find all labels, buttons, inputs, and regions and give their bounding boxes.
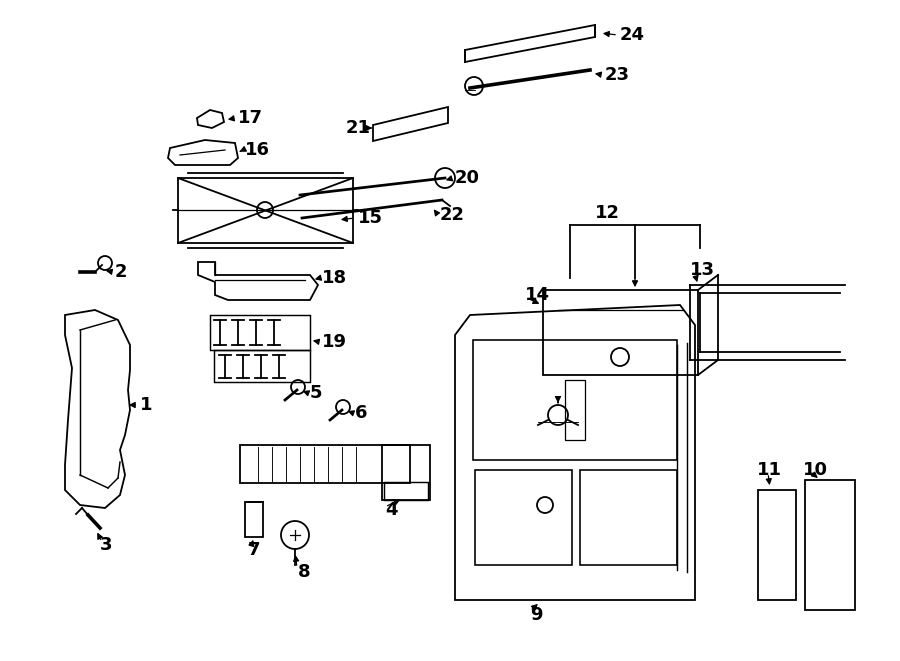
Text: 20: 20: [455, 169, 480, 187]
Text: 5: 5: [310, 384, 322, 402]
Bar: [758, 490, 796, 600]
Text: 24: 24: [620, 26, 645, 44]
Text: 2: 2: [115, 263, 128, 281]
Text: 16: 16: [245, 141, 270, 159]
Bar: [805, 480, 855, 610]
Text: 4: 4: [385, 501, 398, 519]
Text: 18: 18: [322, 269, 347, 287]
Text: 7: 7: [248, 541, 260, 559]
Text: 15: 15: [358, 209, 383, 227]
Bar: [384, 482, 428, 500]
Text: 11: 11: [757, 461, 782, 479]
Text: 13: 13: [690, 261, 715, 279]
Text: 21: 21: [346, 119, 371, 137]
Bar: [240, 445, 410, 483]
Bar: [210, 315, 310, 350]
Text: 19: 19: [322, 333, 347, 351]
Text: 23: 23: [605, 66, 630, 84]
Text: 10: 10: [803, 461, 828, 479]
Text: 12: 12: [595, 204, 620, 222]
Text: 1: 1: [140, 396, 152, 414]
Text: 17: 17: [238, 109, 263, 127]
Bar: [473, 340, 677, 460]
Bar: [580, 470, 677, 565]
Bar: [245, 502, 263, 537]
Text: 8: 8: [298, 563, 310, 581]
Text: 9: 9: [530, 606, 543, 624]
Text: 14: 14: [525, 286, 550, 304]
Bar: [565, 380, 585, 440]
Bar: [475, 470, 572, 565]
Text: 22: 22: [440, 206, 465, 224]
Text: 3: 3: [100, 536, 112, 554]
Bar: [382, 445, 430, 500]
Bar: [214, 350, 310, 382]
Text: 6: 6: [355, 404, 367, 422]
